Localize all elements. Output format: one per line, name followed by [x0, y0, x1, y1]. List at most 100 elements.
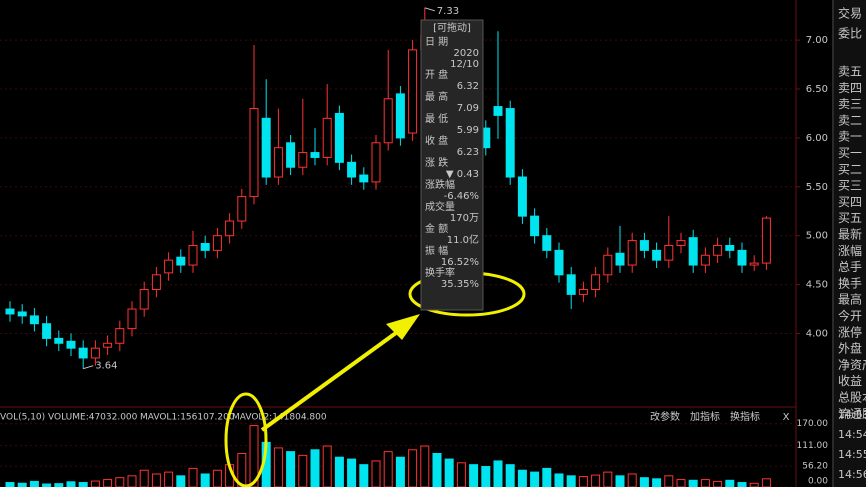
candle-body: [749, 262, 759, 266]
candle-body: [493, 106, 503, 116]
volume-bar: [334, 456, 344, 487]
volume-bar: [164, 471, 174, 487]
volume-bar: [652, 478, 662, 487]
side-label: 总股本: [838, 391, 866, 405]
side-label: 净资产: [838, 358, 866, 372]
volume-bar: [542, 467, 552, 487]
candle-body: [505, 108, 515, 178]
tooltip-value: 7.09: [457, 103, 479, 114]
side-time: 14:56: [838, 468, 866, 481]
candle-body: [237, 196, 247, 222]
y-tick-label: 7.00: [806, 35, 828, 46]
y-tick-label: 5.50: [806, 182, 828, 193]
tooltip-value: 5.99: [457, 125, 479, 136]
candle-body: [725, 244, 735, 251]
side-label: 卖二: [838, 113, 862, 127]
candle-body: [627, 240, 637, 266]
volume-bar: [298, 454, 308, 487]
volume-bar: [212, 469, 222, 487]
candle-body: [139, 288, 149, 310]
volume-bar: [676, 479, 686, 487]
candle-body: [566, 274, 576, 295]
candle-body: [737, 249, 747, 266]
candle-body: [542, 235, 552, 251]
toolbar-button[interactable]: 改参数: [650, 410, 680, 423]
candle-body: [383, 98, 393, 144]
candle-body: [371, 142, 381, 183]
candle-body: [408, 49, 418, 134]
toolbar-button[interactable]: X: [783, 412, 790, 423]
side-label: 卖四: [838, 81, 862, 95]
volume-bar: [408, 449, 418, 487]
side-label: 卖一: [838, 130, 862, 144]
tooltip-value: 11.0亿: [447, 233, 479, 246]
side-label: 换手: [838, 276, 862, 290]
tooltip-label: 金 额: [425, 222, 448, 235]
tooltip-value: 35.35%: [441, 279, 479, 290]
y-tick-label: 4.50: [806, 280, 828, 291]
volume-bar: [664, 475, 674, 487]
candle-body: [517, 176, 527, 217]
volume-bar: [615, 475, 625, 487]
side-label: 外盘: [838, 341, 862, 356]
toolbar-button[interactable]: 加指标: [690, 410, 720, 423]
candle-body: [90, 347, 100, 359]
y-tick-label: 170.00: [797, 419, 829, 429]
tooltip-value: 16.52%: [441, 257, 479, 268]
candle-body: [664, 244, 674, 261]
side-label: 卖三: [838, 97, 862, 111]
candle-body: [676, 240, 686, 246]
side-label: 收益: [838, 374, 862, 388]
y-tick-label: 6.50: [806, 84, 828, 95]
volume-bar: [54, 483, 64, 487]
volume-bar: [66, 481, 76, 487]
candle-body: [188, 244, 198, 266]
candle-body: [761, 217, 771, 264]
volume-bar: [127, 475, 137, 487]
arrow-line: [260, 328, 402, 432]
volume-bar: [273, 447, 283, 487]
volume-bar: [603, 471, 613, 487]
candle-body: [115, 328, 125, 344]
candle-body: [688, 237, 698, 266]
volume-bar: [578, 476, 588, 487]
toolbar-button[interactable]: 换指标: [730, 410, 760, 423]
tooltip-value: 12/10: [450, 59, 479, 70]
side-label: 买三: [838, 179, 862, 193]
annotation-pointer: [83, 365, 94, 370]
side-label: 总手: [838, 260, 862, 274]
side-label: 今开: [838, 308, 862, 323]
candle-body: [591, 274, 601, 290]
side-label: 买一: [838, 146, 862, 160]
volume-bar: [517, 469, 527, 487]
tooltip-value: 170万: [450, 213, 479, 224]
volume-bar: [456, 462, 466, 487]
candle-body: [164, 259, 174, 274]
volume-bar: [310, 449, 320, 487]
volume-bar: [17, 482, 27, 487]
volume-bar: [249, 425, 259, 487]
volume-bar: [469, 464, 479, 487]
tooltip-label: 收 盘: [425, 134, 448, 147]
candle-body: [359, 174, 369, 183]
candle-body: [127, 308, 137, 330]
candle-body: [200, 243, 210, 251]
volume-legend: MAVOL1:156107.200: [140, 413, 235, 423]
volume-bar: [5, 482, 15, 487]
volume-bar: [444, 458, 454, 487]
volume-bar: [749, 482, 759, 487]
candle-body: [29, 315, 39, 325]
side-label: 最高: [838, 292, 862, 307]
volume-bar: [432, 453, 442, 487]
side-label: 买二: [838, 162, 862, 176]
volume-bar: [103, 479, 113, 487]
candle-body: [334, 112, 344, 163]
candle-body: [176, 256, 186, 266]
side-label: 买四: [838, 195, 862, 209]
tooltip-label: 开 盘: [425, 68, 448, 81]
candle-body: [103, 342, 113, 348]
candle-body: [639, 240, 649, 251]
candle-body: [713, 244, 723, 256]
tooltip-label: 振 幅: [425, 244, 448, 257]
